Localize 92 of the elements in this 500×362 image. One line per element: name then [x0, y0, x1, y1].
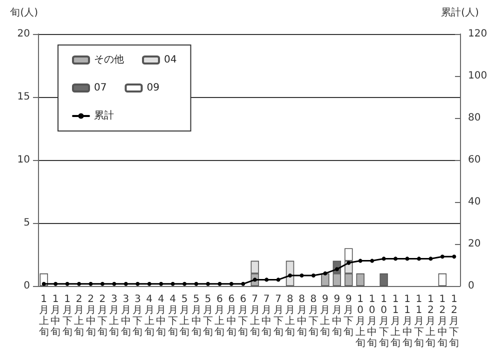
- point: [405, 256, 410, 261]
- x-tick-label: 12月上旬: [426, 294, 436, 349]
- point: [65, 282, 70, 286]
- point: [42, 282, 46, 286]
- point: [452, 254, 456, 259]
- x-tick-label: 8月下旬: [308, 294, 318, 338]
- point: [264, 278, 269, 282]
- point: [358, 258, 362, 263]
- x-tick-label: 3月上旬: [109, 294, 120, 338]
- point: [276, 278, 280, 282]
- x-tick-label: 10月中旬: [367, 294, 378, 349]
- point: [194, 282, 198, 286]
- point: [241, 282, 246, 286]
- bar: [356, 273, 364, 286]
- point: [229, 282, 234, 286]
- x-tick-label: 3月下旬: [132, 294, 143, 338]
- bar: [321, 273, 330, 286]
- y-tick-label: 5: [24, 218, 30, 228]
- x-tick-label: 11月中旬: [402, 294, 412, 349]
- x-tick-label: 8月上旬: [285, 294, 296, 338]
- y-axis-title: 旬(人): [10, 6, 38, 18]
- point: [159, 282, 164, 286]
- point: [300, 274, 304, 278]
- point: [370, 258, 374, 263]
- y-tick-label: 15: [17, 92, 30, 102]
- x-tick-label: 12月中旬: [437, 294, 448, 349]
- legend-label: 09: [146, 82, 160, 94]
- point: [440, 254, 444, 259]
- x-tick-label: 6月上旬: [214, 294, 225, 338]
- x-tick-label: 3月中旬: [120, 294, 131, 338]
- legend-label: 累計: [94, 110, 114, 122]
- x-tick-label: 10月上旬: [355, 294, 366, 349]
- x-tick-label: 1月中旬: [50, 294, 61, 338]
- x-tick-label: 1月下旬: [62, 294, 72, 338]
- x-tick-label: 7月中旬: [262, 294, 272, 338]
- point: [182, 282, 187, 286]
- y-tick-label: 10: [17, 154, 30, 166]
- point: [54, 282, 58, 286]
- x-tick-label: 4月中旬: [156, 294, 166, 338]
- x-tick-label: 9月中旬: [332, 294, 342, 338]
- point: [77, 282, 82, 286]
- x-tick-label: 5月中旬: [191, 294, 202, 338]
- x-tick-label: 1月上旬: [38, 294, 49, 338]
- x-tick-label: 6月中旬: [226, 294, 236, 338]
- x-tick-label: 5月下旬: [202, 294, 213, 338]
- x-tick-label: 4月下旬: [168, 294, 178, 338]
- legend-label: その他: [94, 54, 124, 66]
- x-tick-label: 12月下旬: [449, 294, 460, 349]
- point: [382, 256, 386, 261]
- point: [288, 274, 292, 278]
- x-tick-label: 7月下旬: [273, 294, 284, 338]
- point: [206, 282, 210, 286]
- point: [124, 282, 128, 286]
- y2-tick-label: 80: [468, 112, 481, 124]
- x-tick-label: 8月中旬: [296, 294, 307, 338]
- point: [100, 282, 104, 286]
- x-tick-label: 5月上旬: [180, 294, 190, 338]
- y2-tick-label: 40: [468, 196, 481, 208]
- y2-tick-label: 0: [468, 280, 474, 292]
- x-tick-label: 6月下旬: [238, 294, 248, 338]
- point: [112, 282, 116, 286]
- point: [147, 282, 152, 286]
- y2-tick-label: 60: [468, 154, 481, 166]
- x-tick-label: 7月上旬: [250, 294, 260, 338]
- legend-label: 04: [164, 54, 177, 66]
- x-tick-label: 9月下旬: [344, 294, 354, 338]
- legend-label: 07: [94, 82, 107, 94]
- point: [170, 282, 175, 286]
- x-tick-label: 9月上旬: [320, 294, 330, 338]
- point: [323, 271, 328, 276]
- y2-tick-label: 20: [468, 238, 481, 250]
- point: [428, 256, 433, 261]
- x-tick-label: 2月下旬: [97, 294, 108, 338]
- x-tick-label: 2月上旬: [74, 294, 84, 338]
- y-tick-label: 20: [17, 28, 30, 40]
- x-tick-label: 11月上旬: [390, 294, 401, 349]
- point: [218, 282, 222, 286]
- point: [88, 282, 93, 286]
- bar: [438, 273, 447, 286]
- point: [136, 282, 140, 286]
- point: [311, 274, 316, 278]
- x-tick-label: 11月下旬: [414, 294, 424, 349]
- x-tick-label: 4月上旬: [144, 294, 154, 338]
- point: [346, 260, 351, 265]
- y2-axis-title: 累計(人): [441, 6, 479, 18]
- point: [394, 256, 398, 261]
- y2-tick-label: 120: [468, 28, 488, 40]
- y-tick-label: 0: [24, 280, 30, 292]
- x-tick-label: 10月下旬: [378, 294, 389, 349]
- y2-tick-label: 100: [468, 70, 488, 82]
- point: [416, 256, 421, 261]
- x-tick-label: 2月中旬: [86, 294, 96, 338]
